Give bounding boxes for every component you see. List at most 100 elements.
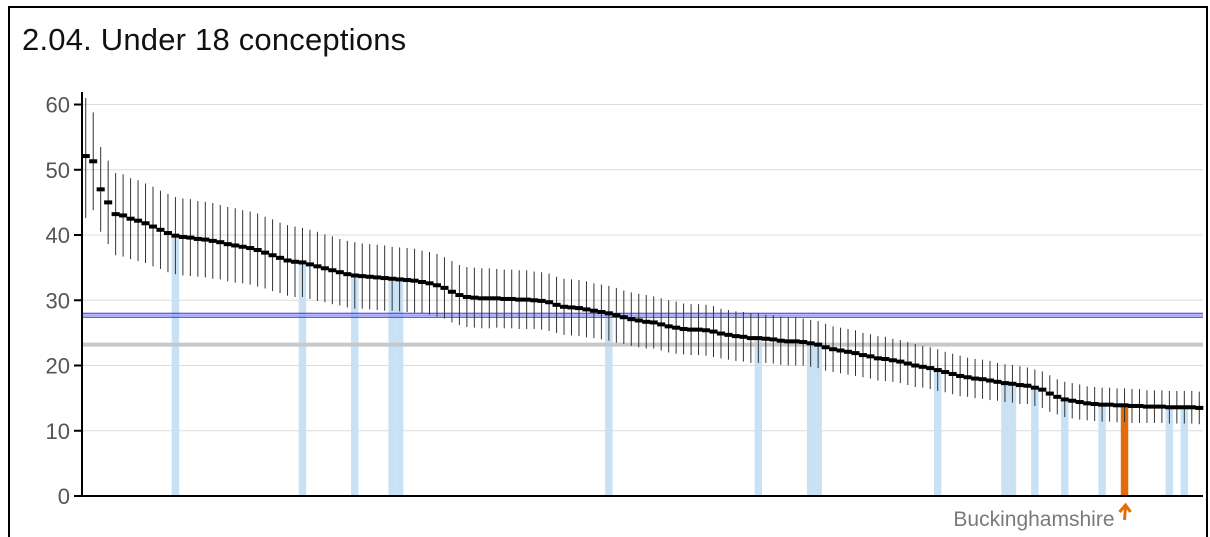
data-point [462,295,471,299]
highlight-bar [754,338,763,496]
data-point [193,236,202,241]
data-point [582,307,591,312]
data-point [1038,387,1047,392]
data-point [552,302,561,307]
data-point [283,258,292,263]
data-point [1030,385,1039,390]
chart-title: 2.04. Under 18 conceptions [22,22,407,57]
highlight-bar [1008,383,1017,496]
data-point [1135,403,1144,408]
data-point [724,332,733,337]
y-tick-label: 10 [46,419,70,444]
data-point [806,341,815,346]
data-point [111,212,120,217]
data-point [350,273,359,278]
data-point [858,353,867,358]
data-point [410,278,419,283]
data-point [672,325,681,330]
data-point [948,371,957,376]
data-point [335,270,344,275]
selected-arrow [1118,502,1132,521]
data-point [1045,391,1054,396]
highlight-bar [806,343,815,496]
data-point [171,233,180,238]
data-point [589,308,598,313]
data-point [896,359,905,364]
data-point [186,235,195,240]
data-point [365,274,374,279]
data-point [425,281,434,286]
highlight-bar [1001,383,1009,496]
data-point [141,221,150,226]
data-point [1060,397,1069,402]
selected-bar [1120,405,1129,496]
y-tick-label: 40 [46,223,70,248]
data-point [268,253,277,258]
data-point [881,356,890,361]
data-point [388,276,397,281]
data-point [1150,404,1159,409]
data-point [963,375,972,380]
data-point [178,234,187,239]
data-point [298,260,307,265]
data-point [537,298,546,303]
data-point [597,310,606,315]
data-point [791,339,800,344]
data-point [223,242,232,247]
data-point [1090,402,1099,407]
data-point [134,218,143,223]
data-point [574,306,584,311]
data-point [634,318,643,323]
data-point [545,300,554,305]
data-point [432,283,442,288]
data-point [447,289,456,294]
data-point [1165,405,1174,410]
data-point [716,331,726,336]
data-point [231,243,240,248]
selected-area-label: Buckinghamshire [953,508,1114,531]
data-point [1120,403,1129,408]
data-point [612,313,621,318]
highlight-bar [1165,407,1174,496]
data-point [96,187,105,192]
data-point [290,259,300,264]
data-point [604,311,613,316]
data-point [261,250,270,255]
data-point [104,200,113,205]
data-point [1098,402,1107,407]
data-point [1053,394,1062,399]
highlight-bar [388,278,396,496]
data-point [642,319,651,324]
data-point [888,358,897,363]
data-point [784,339,793,344]
data-point [163,231,172,236]
data-point [739,334,748,339]
data-point [515,297,524,302]
y-tick-label: 0 [58,484,70,509]
data-point [1023,383,1032,388]
data-point [619,315,628,320]
data-point [873,356,882,361]
data-point [418,279,427,284]
data-point [1015,383,1024,388]
data-point [148,224,158,229]
data-point [1105,402,1114,407]
highlight-bar [814,344,822,496]
data-point [746,336,755,341]
data-point [701,328,711,333]
data-point [911,363,920,368]
data-point [507,296,516,301]
data-point [238,244,247,249]
data-point [201,237,210,242]
data-point [926,366,935,371]
data-point [119,213,128,218]
data-point [843,349,853,354]
data-point [776,338,785,343]
y-tick-label: 20 [46,354,70,379]
data-point [769,337,778,342]
data-point [208,238,217,243]
data-point [1172,405,1181,410]
chart-frame [8,6,1208,537]
data-point [156,227,165,232]
